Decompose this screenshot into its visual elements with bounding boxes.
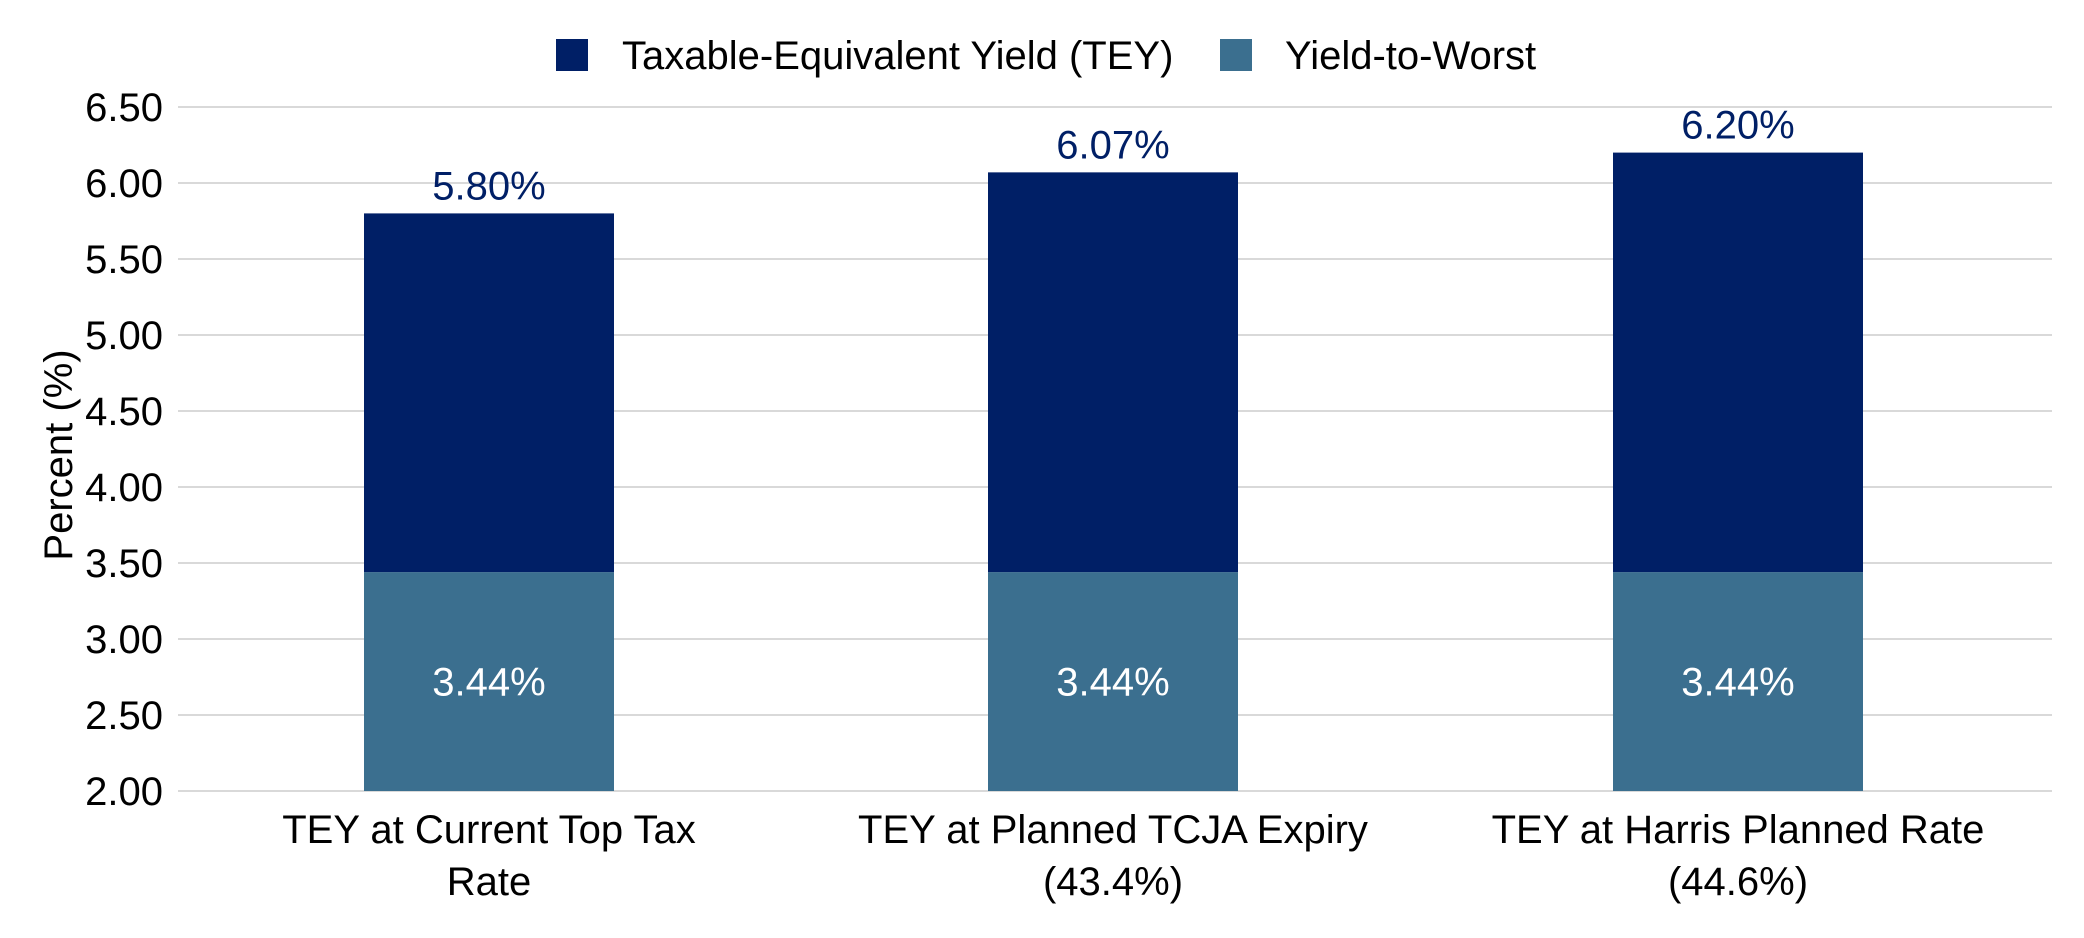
x-axis-category-labels: TEY at Current Top Tax Rate TEY at Planned… xyxy=(282,808,1984,904)
data-label-yield-to-worst: 3.44% xyxy=(432,661,545,705)
bar-taxable-equivalent-yield xyxy=(988,172,1238,573)
legend-label: Yield-to-Worst xyxy=(1285,34,1536,78)
y-tick-label: 6.00 xyxy=(85,162,163,206)
legend-swatch xyxy=(1220,39,1252,71)
x-category-label: TEY at Planned TCJA Expiry xyxy=(858,808,1368,852)
y-axis-tick-labels: 2.00 2.50 3.00 3.50 4.00 4.50 5.00 5.50 6.00 6.50 xyxy=(85,86,163,814)
bar-taxable-equivalent-yield xyxy=(1613,152,1863,573)
y-tick-label: 2.50 xyxy=(85,694,163,738)
data-label-yield-to-worst: 3.44% xyxy=(1056,661,1169,705)
y-tick-label: 3.50 xyxy=(85,542,163,586)
bar-yield-to-worst xyxy=(1613,572,1863,791)
y-tick-label: 4.00 xyxy=(85,466,163,510)
y-tick-label: 4.50 xyxy=(85,390,163,434)
legend: Taxable-Equivalent Yield (TEY) Yield-to-W… xyxy=(556,34,1536,78)
y-axis-title: Percent (%) xyxy=(37,349,81,560)
data-label-tey: 6.07% xyxy=(1056,123,1169,167)
x-category-label: TEY at Current Top Tax xyxy=(282,808,696,852)
data-label-tey: 6.20% xyxy=(1681,104,1794,148)
data-label-tey: 5.80% xyxy=(432,164,545,208)
y-tick-label: 5.00 xyxy=(85,314,163,358)
y-tick-label: 6.50 xyxy=(85,86,163,130)
data-labels: 5.80% 3.44% 6.07% 3.44% 6.20% 3.44% xyxy=(432,104,1794,705)
y-tick-label: 5.50 xyxy=(85,238,163,282)
x-category-label: TEY at Harris Planned Rate xyxy=(1492,808,1985,852)
bar-taxable-equivalent-yield xyxy=(364,213,614,573)
x-category-label: Rate xyxy=(447,860,532,904)
x-category-label: (44.6%) xyxy=(1668,860,1808,904)
y-tick-label: 2.00 xyxy=(85,770,163,814)
bar-yield-to-worst xyxy=(988,572,1238,791)
y-tick-label: 3.00 xyxy=(85,618,163,662)
x-category-label: (43.4%) xyxy=(1043,860,1183,904)
legend-swatch xyxy=(556,39,588,71)
legend-label: Taxable-Equivalent Yield (TEY) xyxy=(622,34,1173,78)
bar-yield-to-worst xyxy=(364,572,614,791)
data-label-yield-to-worst: 3.44% xyxy=(1681,661,1794,705)
bars xyxy=(364,152,1863,791)
